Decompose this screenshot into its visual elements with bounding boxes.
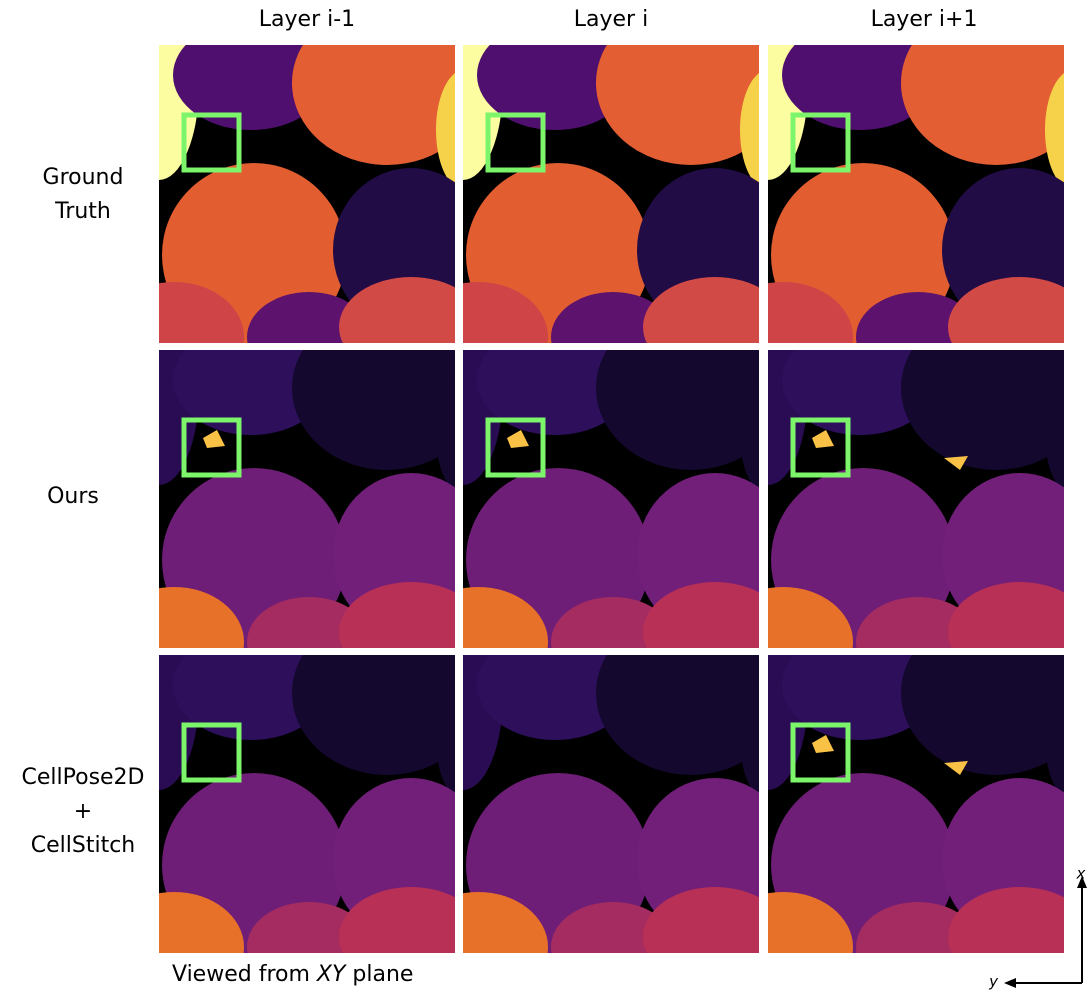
panel-content xyxy=(408,0,796,392)
panel-content xyxy=(104,0,492,392)
segmentation-panel xyxy=(104,0,492,392)
caption-italic: XY xyxy=(316,962,347,987)
row-label: + xyxy=(74,799,92,824)
panel-content xyxy=(104,295,492,697)
row-label: Ground xyxy=(43,165,124,190)
column-header: Layer i xyxy=(574,7,648,32)
row-label: CellStitch xyxy=(31,833,136,858)
arrow-head xyxy=(1004,978,1016,988)
cell xyxy=(643,887,787,987)
segmentation-panel xyxy=(408,600,796,995)
caption-prefix: Viewed from xyxy=(172,962,310,987)
caption-suffix: plane xyxy=(352,962,413,987)
segmentation-panel xyxy=(713,0,1087,392)
segmentation-panel xyxy=(713,600,1087,995)
segmentation-panel xyxy=(104,295,492,697)
axis-label: x xyxy=(1076,865,1086,883)
panel-content xyxy=(408,295,796,697)
panel-content xyxy=(713,295,1087,697)
cell xyxy=(948,887,1087,987)
figure: Layer i-1 Layer i Layer i+1 Ground Truth… xyxy=(0,0,1087,995)
column-header: Layer i+1 xyxy=(871,7,978,32)
row-label: CellPose2D xyxy=(22,765,145,790)
segmentation-panel xyxy=(408,295,796,697)
row-label: Truth xyxy=(54,199,111,224)
panel-content xyxy=(713,600,1087,995)
panel-content xyxy=(104,600,492,995)
caption: Viewed from XY plane xyxy=(172,962,413,987)
segmentation-panel xyxy=(408,0,796,392)
panel-content xyxy=(713,0,1087,392)
segmentation-panel xyxy=(104,600,492,995)
axis-label: y xyxy=(988,973,999,991)
column-header: Layer i-1 xyxy=(259,7,355,32)
panel-content xyxy=(408,600,796,995)
segmentation-panel xyxy=(713,295,1087,697)
row-label: Ours xyxy=(47,484,99,509)
